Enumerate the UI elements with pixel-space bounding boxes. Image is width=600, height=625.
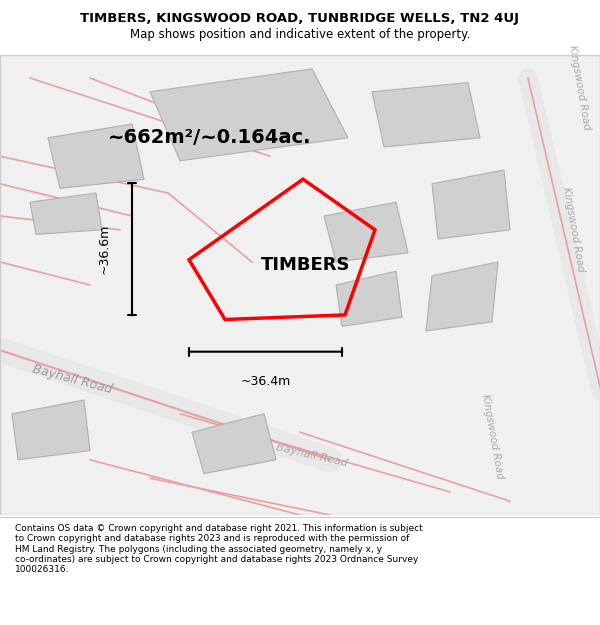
Text: Kingswood Road: Kingswood Road bbox=[479, 394, 505, 480]
Polygon shape bbox=[48, 124, 144, 188]
Polygon shape bbox=[150, 69, 348, 161]
Text: Contains OS data © Crown copyright and database right 2021. This information is : Contains OS data © Crown copyright and d… bbox=[15, 524, 423, 574]
Polygon shape bbox=[372, 82, 480, 147]
Polygon shape bbox=[324, 202, 408, 262]
Polygon shape bbox=[426, 262, 498, 331]
Text: Kingswood Road: Kingswood Road bbox=[566, 44, 592, 131]
Polygon shape bbox=[192, 414, 276, 474]
Text: Bayhall Road: Bayhall Road bbox=[31, 362, 113, 396]
Text: TIMBERS, KINGSWOOD ROAD, TUNBRIDGE WELLS, TN2 4UJ: TIMBERS, KINGSWOOD ROAD, TUNBRIDGE WELLS… bbox=[80, 12, 520, 25]
Text: ~36.6m: ~36.6m bbox=[98, 224, 111, 274]
Polygon shape bbox=[12, 400, 90, 460]
Text: Bayhall Road: Bayhall Road bbox=[275, 442, 349, 468]
Text: Map shows position and indicative extent of the property.: Map shows position and indicative extent… bbox=[130, 28, 470, 41]
Polygon shape bbox=[432, 170, 510, 239]
Text: ~36.4m: ~36.4m bbox=[241, 375, 290, 388]
Text: ~662m²/~0.164ac.: ~662m²/~0.164ac. bbox=[108, 128, 312, 148]
Polygon shape bbox=[30, 193, 102, 234]
Text: Kingswood Road: Kingswood Road bbox=[560, 187, 586, 273]
Polygon shape bbox=[336, 271, 402, 326]
Text: TIMBERS: TIMBERS bbox=[260, 256, 350, 274]
